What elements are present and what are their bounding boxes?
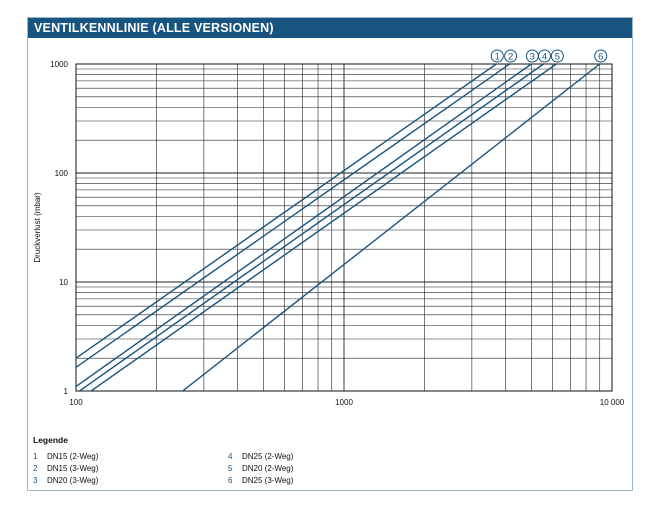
legend-item: 3 DN20 (3-Weg): [33, 475, 98, 487]
series-line-4: [78, 64, 544, 391]
series-marker-circle: [594, 49, 608, 63]
series-line-2: [76, 64, 511, 368]
chart-panel: VENTILKENNLINIE (ALLE VERSIONEN) 100 1000…: [27, 17, 633, 491]
series-marker-label: 1: [495, 52, 500, 63]
legend-title: Legende: [33, 435, 68, 445]
legend-text: DN25 (2-Weg): [242, 452, 294, 461]
x-tick-label: 100: [69, 398, 83, 407]
legend-item: 4 DN25 (2-Weg): [228, 451, 293, 463]
legend-number: 4: [228, 452, 233, 461]
legend-number: 2: [33, 464, 38, 473]
legend-item: 6 DN25 (3-Weg): [228, 475, 293, 487]
legend-number: 1: [33, 452, 38, 461]
legend-item: 1 DN15 (2-Weg): [33, 451, 98, 463]
legend-text: DN20 (2-Weg): [242, 464, 294, 473]
series-marker-label: 6: [598, 52, 603, 63]
legend: Legende 1 DN15 (2-Weg) 2 DN15 (3-Weg) 3 DN2…: [33, 435, 293, 485]
series-line-3: [76, 64, 532, 388]
series-marker-label: 2: [508, 52, 513, 63]
legend-number: 5: [228, 464, 233, 473]
series-marker-label: 3: [530, 52, 535, 63]
legend-text: DN25 (3-Weg): [242, 476, 294, 485]
series-group: [76, 64, 601, 391]
legend-text: DN15 (3-Weg): [47, 464, 99, 473]
plot-border: [75, 63, 613, 392]
series-line-6: [182, 64, 601, 391]
legend-item: 5 DN20 (2-Weg): [228, 463, 293, 475]
legend-text: DN15 (2-Weg): [47, 452, 99, 461]
legend-number: 6: [228, 476, 233, 485]
legend-column-2: 4 DN25 (2-Weg) 5 DN20 (2-Weg) 6 DN25 (3-Weg…: [228, 451, 293, 487]
series-line-1: [76, 64, 497, 359]
series-marker-circle: [550, 49, 564, 63]
series-marker-circle: [504, 49, 518, 63]
series-line-5: [89, 64, 557, 391]
series-marker-label: 5: [555, 52, 560, 63]
legend-item: 2 DN15 (3-Weg): [33, 463, 98, 475]
y-axis-label: Druckverlust (mbar): [33, 192, 42, 263]
series-marker-circle: [490, 49, 504, 63]
series-marker-circle: [537, 49, 551, 63]
y-tick-label: 1000: [50, 60, 68, 69]
y-tick-label: 10: [59, 278, 68, 287]
legend-text: DN20 (3-Weg): [47, 476, 99, 485]
x-tick-label: 1000: [335, 398, 353, 407]
legend-column-1: 1 DN15 (2-Weg) 2 DN15 (3-Weg) 3 DN20 (3-Weg…: [33, 451, 98, 487]
y-tick-label: 100: [55, 169, 69, 178]
y-tick-label: 1: [64, 387, 69, 396]
x-tick-label: 10 000: [600, 398, 625, 407]
series-marker-label: 4: [542, 52, 547, 63]
chart-title: VENTILKENNLINIE (ALLE VERSIONEN): [28, 18, 632, 38]
legend-number: 3: [33, 476, 38, 485]
